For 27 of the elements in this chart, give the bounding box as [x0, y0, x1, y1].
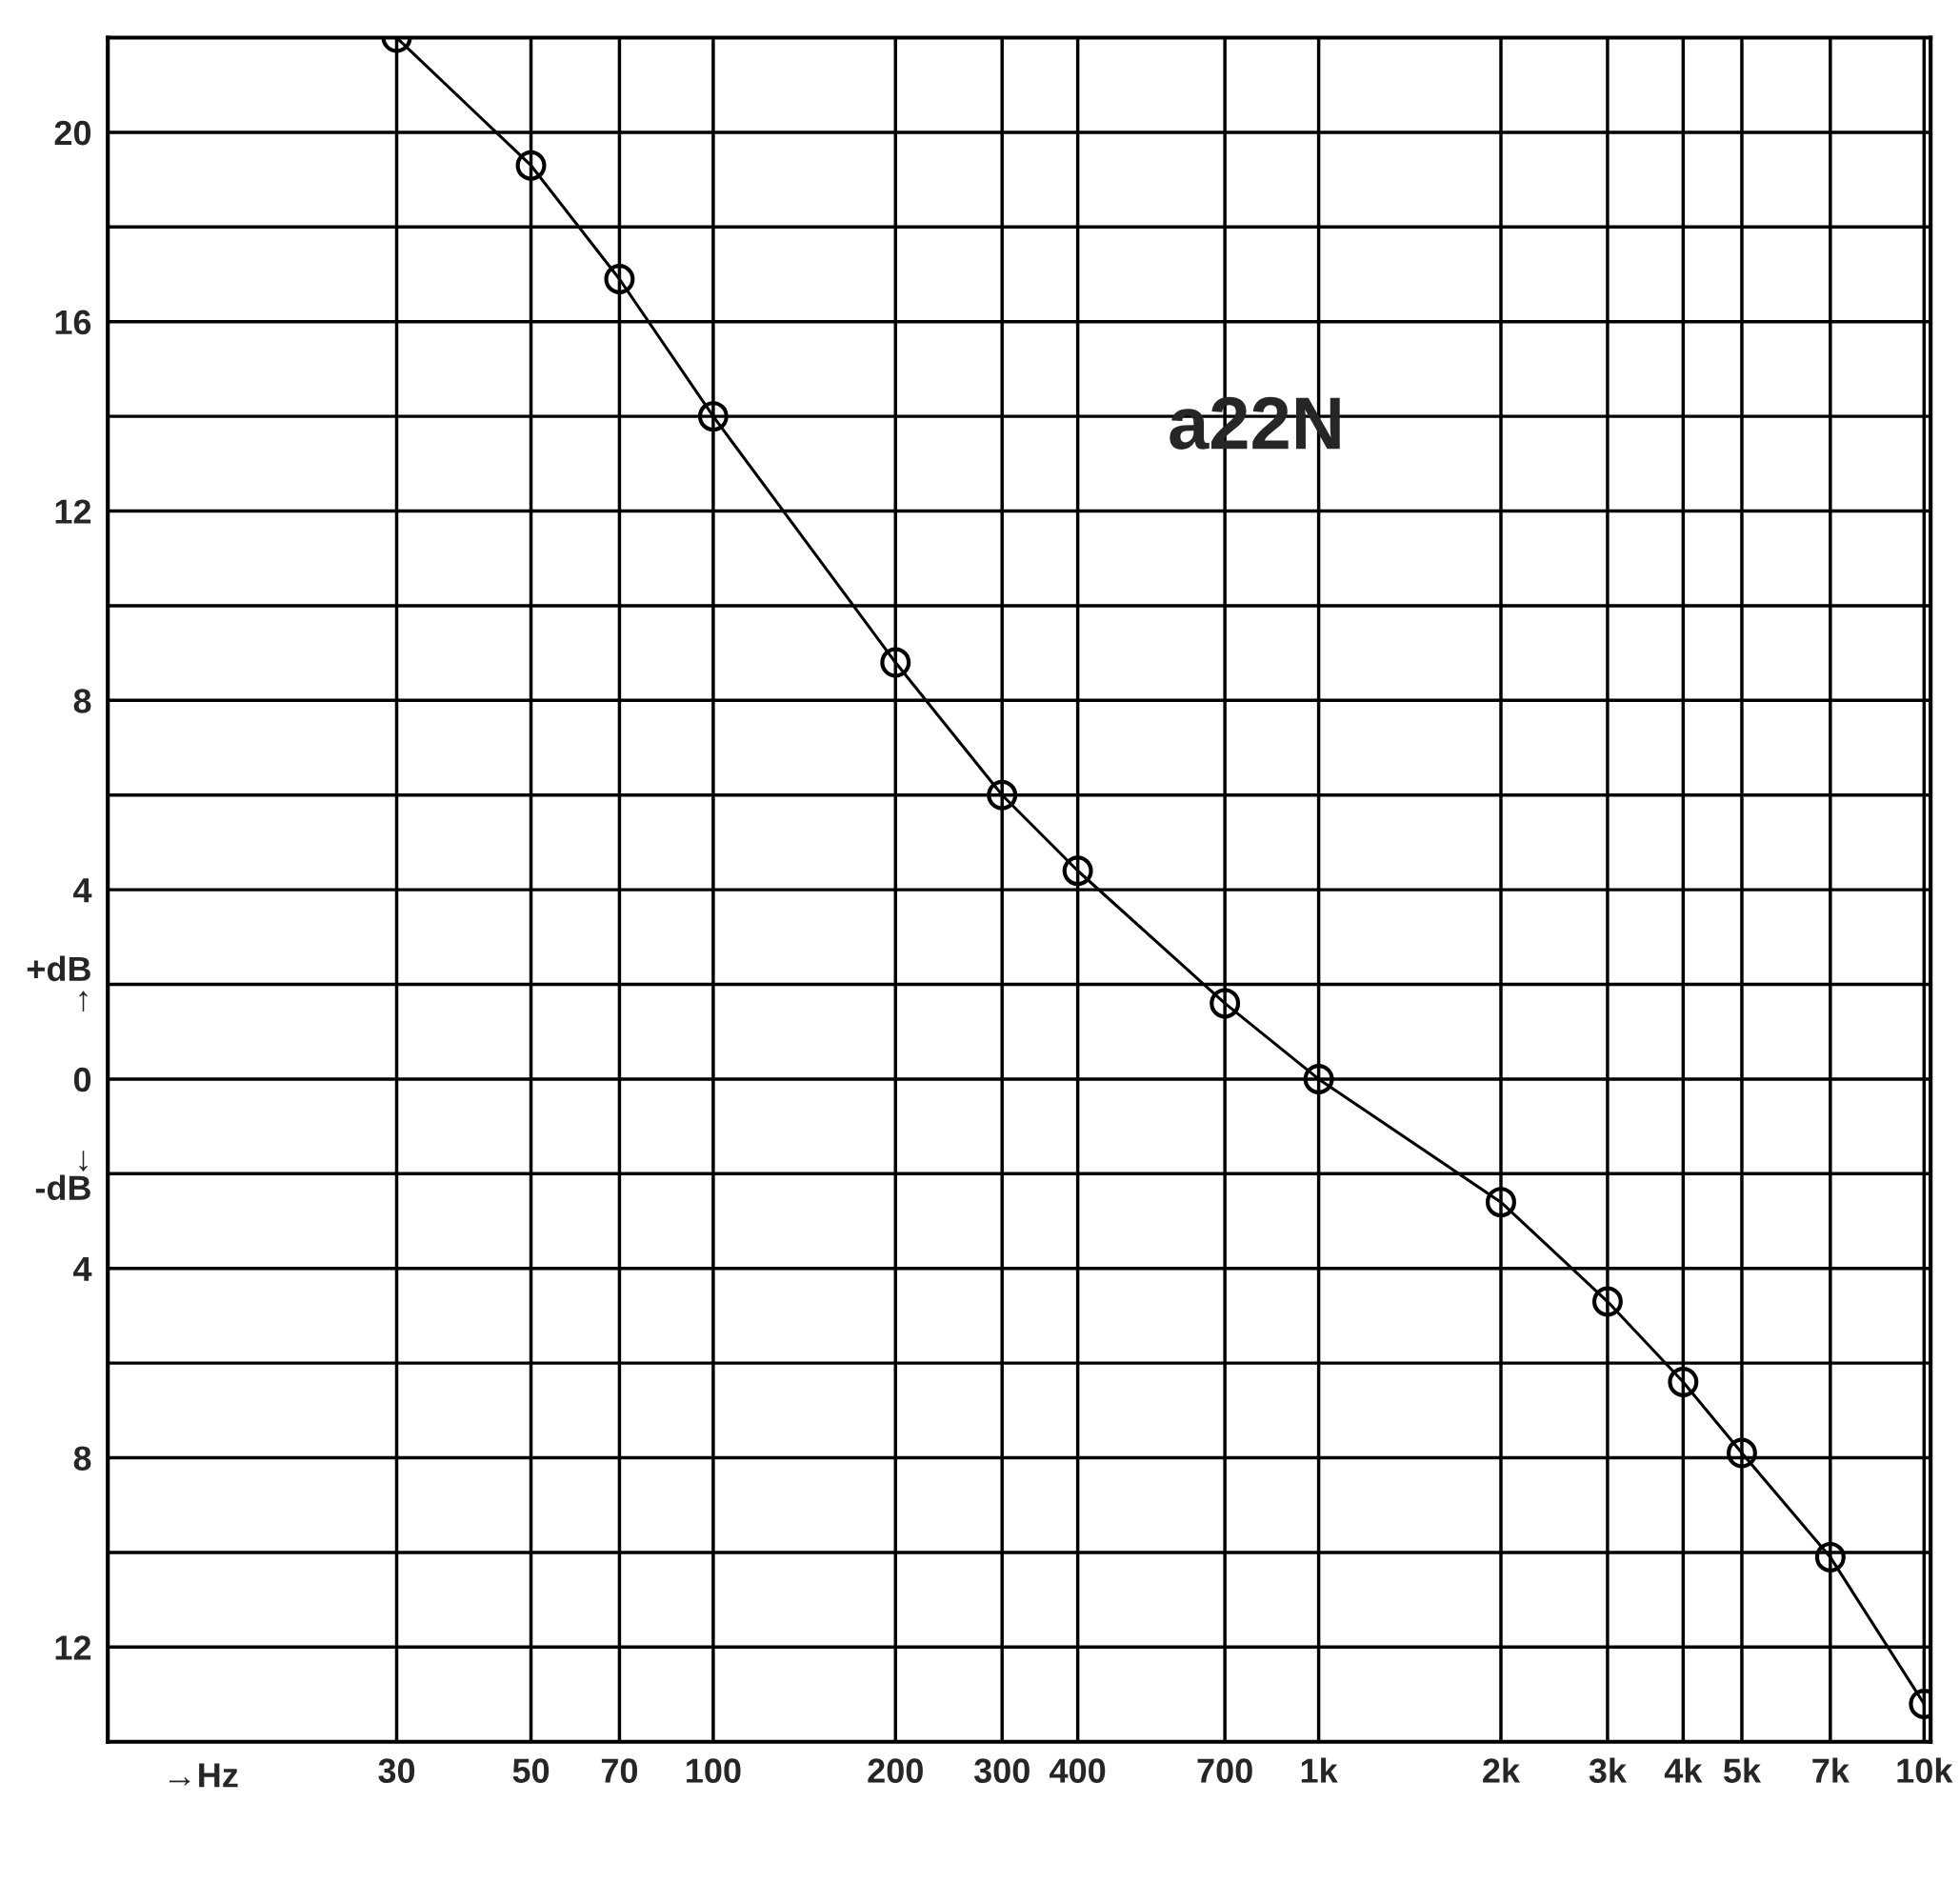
y-tick-label: 20 [54, 120, 91, 146]
x-tick-label: 30 [378, 1758, 415, 1783]
x-tick-label: 70 [601, 1758, 638, 1783]
y-tick-label: 8 [73, 1446, 91, 1471]
x-tick-label: 2k [1483, 1757, 1521, 1783]
y-tick-label: 4 [72, 878, 92, 903]
x-tick-label: 300 [973, 1758, 1030, 1783]
x-tick-label: 3k [1589, 1757, 1628, 1783]
y-tick-label: 16 [55, 310, 91, 335]
x-tick-label: 5k [1723, 1757, 1762, 1783]
x-tick-label: 4k [1664, 1757, 1703, 1783]
y-tick-label: 0 [73, 1067, 91, 1092]
x-axis-title: →Hz [169, 1763, 238, 1788]
y-tick-label: 12 [55, 499, 91, 524]
x-tick-label: 100 [687, 1758, 741, 1783]
y-tick-label: 8 [73, 689, 91, 713]
x-tick-label: 10k [1897, 1757, 1953, 1783]
y-tick-label: +dB ↑ [27, 955, 90, 1012]
x-tick-label: 400 [1050, 1758, 1106, 1783]
x-tick-label: 700 [1197, 1758, 1252, 1783]
x-tick-label: 50 [512, 1758, 550, 1783]
x-tick-label: 200 [868, 1758, 923, 1783]
y-tick-label: ↓ -dB [35, 1151, 90, 1200]
y-tick-label: 12 [55, 1635, 91, 1660]
x-tick-label: 7k [1812, 1757, 1850, 1783]
y-tick-label: 4 [72, 1256, 92, 1281]
x-tick-label: 1k [1301, 1757, 1338, 1783]
